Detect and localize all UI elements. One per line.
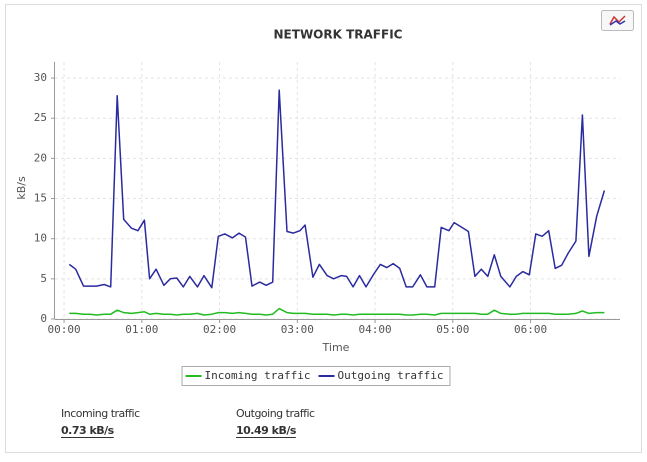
- x-tick-label: 02:00: [203, 323, 236, 336]
- x-tick-label: 00:00: [48, 323, 81, 336]
- y-tick-label: 20: [34, 151, 47, 164]
- legend-label: Incoming traffic: [205, 369, 311, 382]
- stat-label: Incoming traffic: [61, 407, 140, 420]
- x-tick-label: 01:00: [125, 323, 158, 336]
- y-tick-label: 10: [34, 232, 47, 245]
- stat-value: 10.49 kB/s: [236, 424, 297, 437]
- stat-label: Outgoing traffic: [236, 407, 315, 420]
- legend: Incoming traffic Outgoing traffic: [181, 366, 451, 386]
- y-tick-label: 30: [34, 71, 47, 84]
- x-axis-label: Time: [322, 341, 350, 354]
- y-tick-label: 0: [40, 312, 47, 325]
- legend-box: [181, 366, 451, 386]
- y-axis-label: kB/s: [15, 176, 28, 200]
- stat-value: 0.73 kB/s: [61, 424, 115, 437]
- y-tick-label: 25: [34, 111, 47, 124]
- export-button[interactable]: [601, 10, 634, 31]
- button-icon: [609, 20, 626, 26]
- x-tick-label: 04:00: [359, 323, 392, 336]
- y-tick-label: 5: [40, 272, 47, 285]
- y-tick-label: 15: [34, 192, 47, 205]
- x-tick-label: 05:00: [436, 323, 469, 336]
- legend-label: Outgoing traffic: [338, 369, 444, 382]
- series-line: [69, 307, 605, 316]
- button-icon: [609, 15, 626, 25]
- x-tick-label: 06:00: [514, 323, 547, 336]
- x-tick-label: 03:00: [281, 323, 314, 336]
- plot: 0 5 10 15 20 25 30 00:00 01:00 02:00 03:00 04:00 05:…: [34, 62, 620, 336]
- series-line: [68, 89, 606, 289]
- stats: Incoming traffic 0.73 kB/s Outgoing traffi…: [61, 407, 316, 438]
- chart-title: NETWORK TRAFFIC: [274, 28, 403, 42]
